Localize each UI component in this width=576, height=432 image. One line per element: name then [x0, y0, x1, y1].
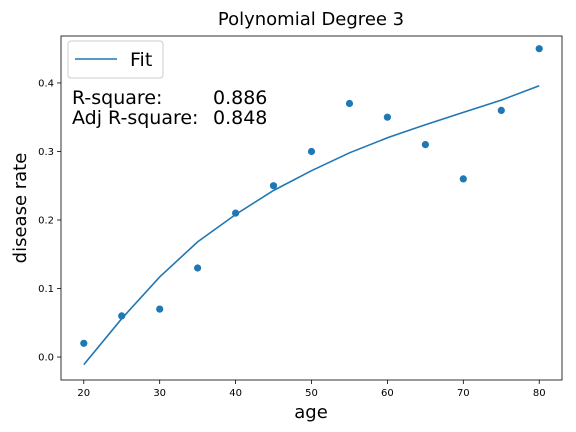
data-point-1	[118, 312, 126, 320]
annotation-value-1: 0.848	[213, 107, 267, 129]
x-tick-label-50: 50	[305, 388, 318, 399]
legend: Fit	[67, 40, 164, 79]
data-point-7	[345, 99, 354, 108]
annotations: R-square: 0.886 Adj R-square: 0.848	[72, 87, 267, 129]
x-tick-label-20: 20	[77, 388, 90, 399]
x-tick-label-30: 30	[153, 388, 166, 399]
chart-title: Polynomial Degree 3	[218, 9, 404, 30]
fit-line-0	[83, 84, 540, 366]
data-point-8	[383, 113, 391, 121]
data-point-10	[459, 175, 467, 183]
x-tick-label-40: 40	[229, 388, 242, 399]
y-tick-label-0.3: 0.3	[38, 147, 54, 158]
annotation-value-0: 0.886	[213, 87, 267, 109]
data-point-12	[535, 45, 543, 53]
y-tick-label-0.4: 0.4	[38, 78, 54, 89]
data-point-6	[307, 147, 316, 156]
y-tick-label-0.2: 0.2	[38, 215, 54, 226]
ticks: 20 30 40 50 60 70 80 0.0 0.1 0.2 0.3 0.4	[38, 78, 546, 399]
x-tick-label-70: 70	[457, 388, 470, 399]
legend-entry-fit: Fit	[130, 49, 152, 71]
data-point-5	[269, 182, 278, 190]
data-point-2	[156, 305, 164, 313]
data-point-9	[421, 141, 429, 149]
fit-line-layer	[83, 84, 540, 366]
y-tick-label-0.1: 0.1	[38, 284, 54, 295]
annotation-label-1: Adj R-square:	[72, 107, 198, 129]
data-points	[80, 45, 543, 347]
x-tick-label-80: 80	[533, 388, 546, 399]
data-point-0	[80, 339, 88, 347]
plot-area: 20 30 40 50 60 70 80 0.0 0.1 0.2 0.3 0.4 R-square: 0…	[38, 35, 563, 399]
annotation-label-0: R-square:	[72, 87, 162, 109]
x-axis-label: age	[294, 402, 328, 423]
y-tick-label-0.0: 0.0	[38, 353, 54, 364]
data-point-4	[232, 209, 240, 217]
x-tick-label-60: 60	[381, 388, 394, 399]
data-point-3	[194, 264, 202, 272]
y-axis-label: disease rate	[10, 153, 31, 264]
data-point-11	[497, 106, 505, 114]
